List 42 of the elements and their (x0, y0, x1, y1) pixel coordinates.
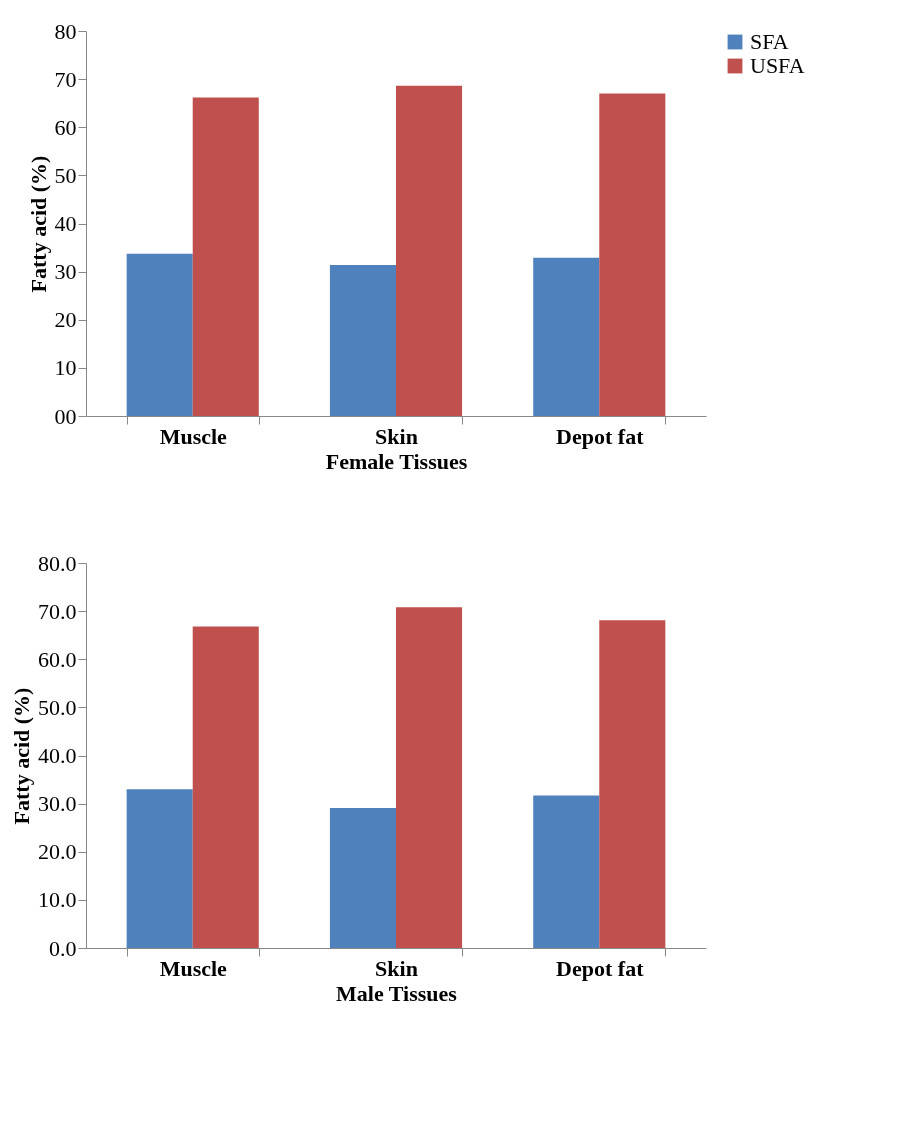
x-axis-title: Female Tissues (325, 448, 468, 474)
x-tick-label: Muscle (159, 423, 228, 449)
bar (533, 257, 600, 416)
y-tick-label: 10.0 (38, 887, 77, 913)
y-tick-label: 30 (54, 259, 77, 285)
y-tick-label: 00 (54, 403, 77, 429)
y-tick-label: 50 (54, 162, 77, 188)
bar (396, 607, 463, 948)
bar (329, 264, 396, 416)
x-tick-label: Depot fat (556, 423, 645, 449)
y-tick-label: 80.0 (38, 550, 77, 576)
bar (126, 253, 193, 416)
x-tick-label: Muscle (159, 955, 228, 981)
y-tick-label: 50.0 (38, 694, 77, 720)
y-tick-label: 80 (54, 18, 77, 44)
x-tick-label: Skin (375, 423, 418, 449)
y-tick-label: 40 (54, 211, 77, 236)
bar (396, 85, 463, 416)
bar (533, 795, 600, 948)
y-tick-label: 70.0 (38, 598, 77, 624)
y-axis-title: Fatty acid (%) (25, 155, 51, 293)
y-tick-label: 70 (54, 66, 77, 92)
y-tick-label: 60 (54, 114, 77, 140)
bar (192, 626, 259, 948)
y-tick-label: 30.0 (38, 791, 77, 817)
bar (599, 620, 666, 948)
x-tick-label: Depot fat (556, 955, 645, 981)
y-tick-label: 40.0 (38, 743, 77, 768)
y-tick-label: 20.0 (38, 839, 77, 865)
y-tick-label: 60.0 (38, 646, 77, 672)
bar (126, 789, 193, 948)
y-tick-label: 0.0 (49, 935, 77, 961)
y-tick-label: 20 (54, 307, 77, 333)
legend-label: SFA (750, 29, 789, 54)
x-tick-label: Skin (375, 955, 418, 981)
x-axis-title: Male Tissues (336, 980, 458, 1006)
legend-label: USFA (750, 53, 805, 78)
bar (192, 97, 259, 416)
y-axis-title: Fatty acid (%) (9, 687, 34, 825)
bar (329, 807, 396, 948)
bar (599, 93, 666, 416)
y-tick-label: 10 (54, 355, 77, 381)
